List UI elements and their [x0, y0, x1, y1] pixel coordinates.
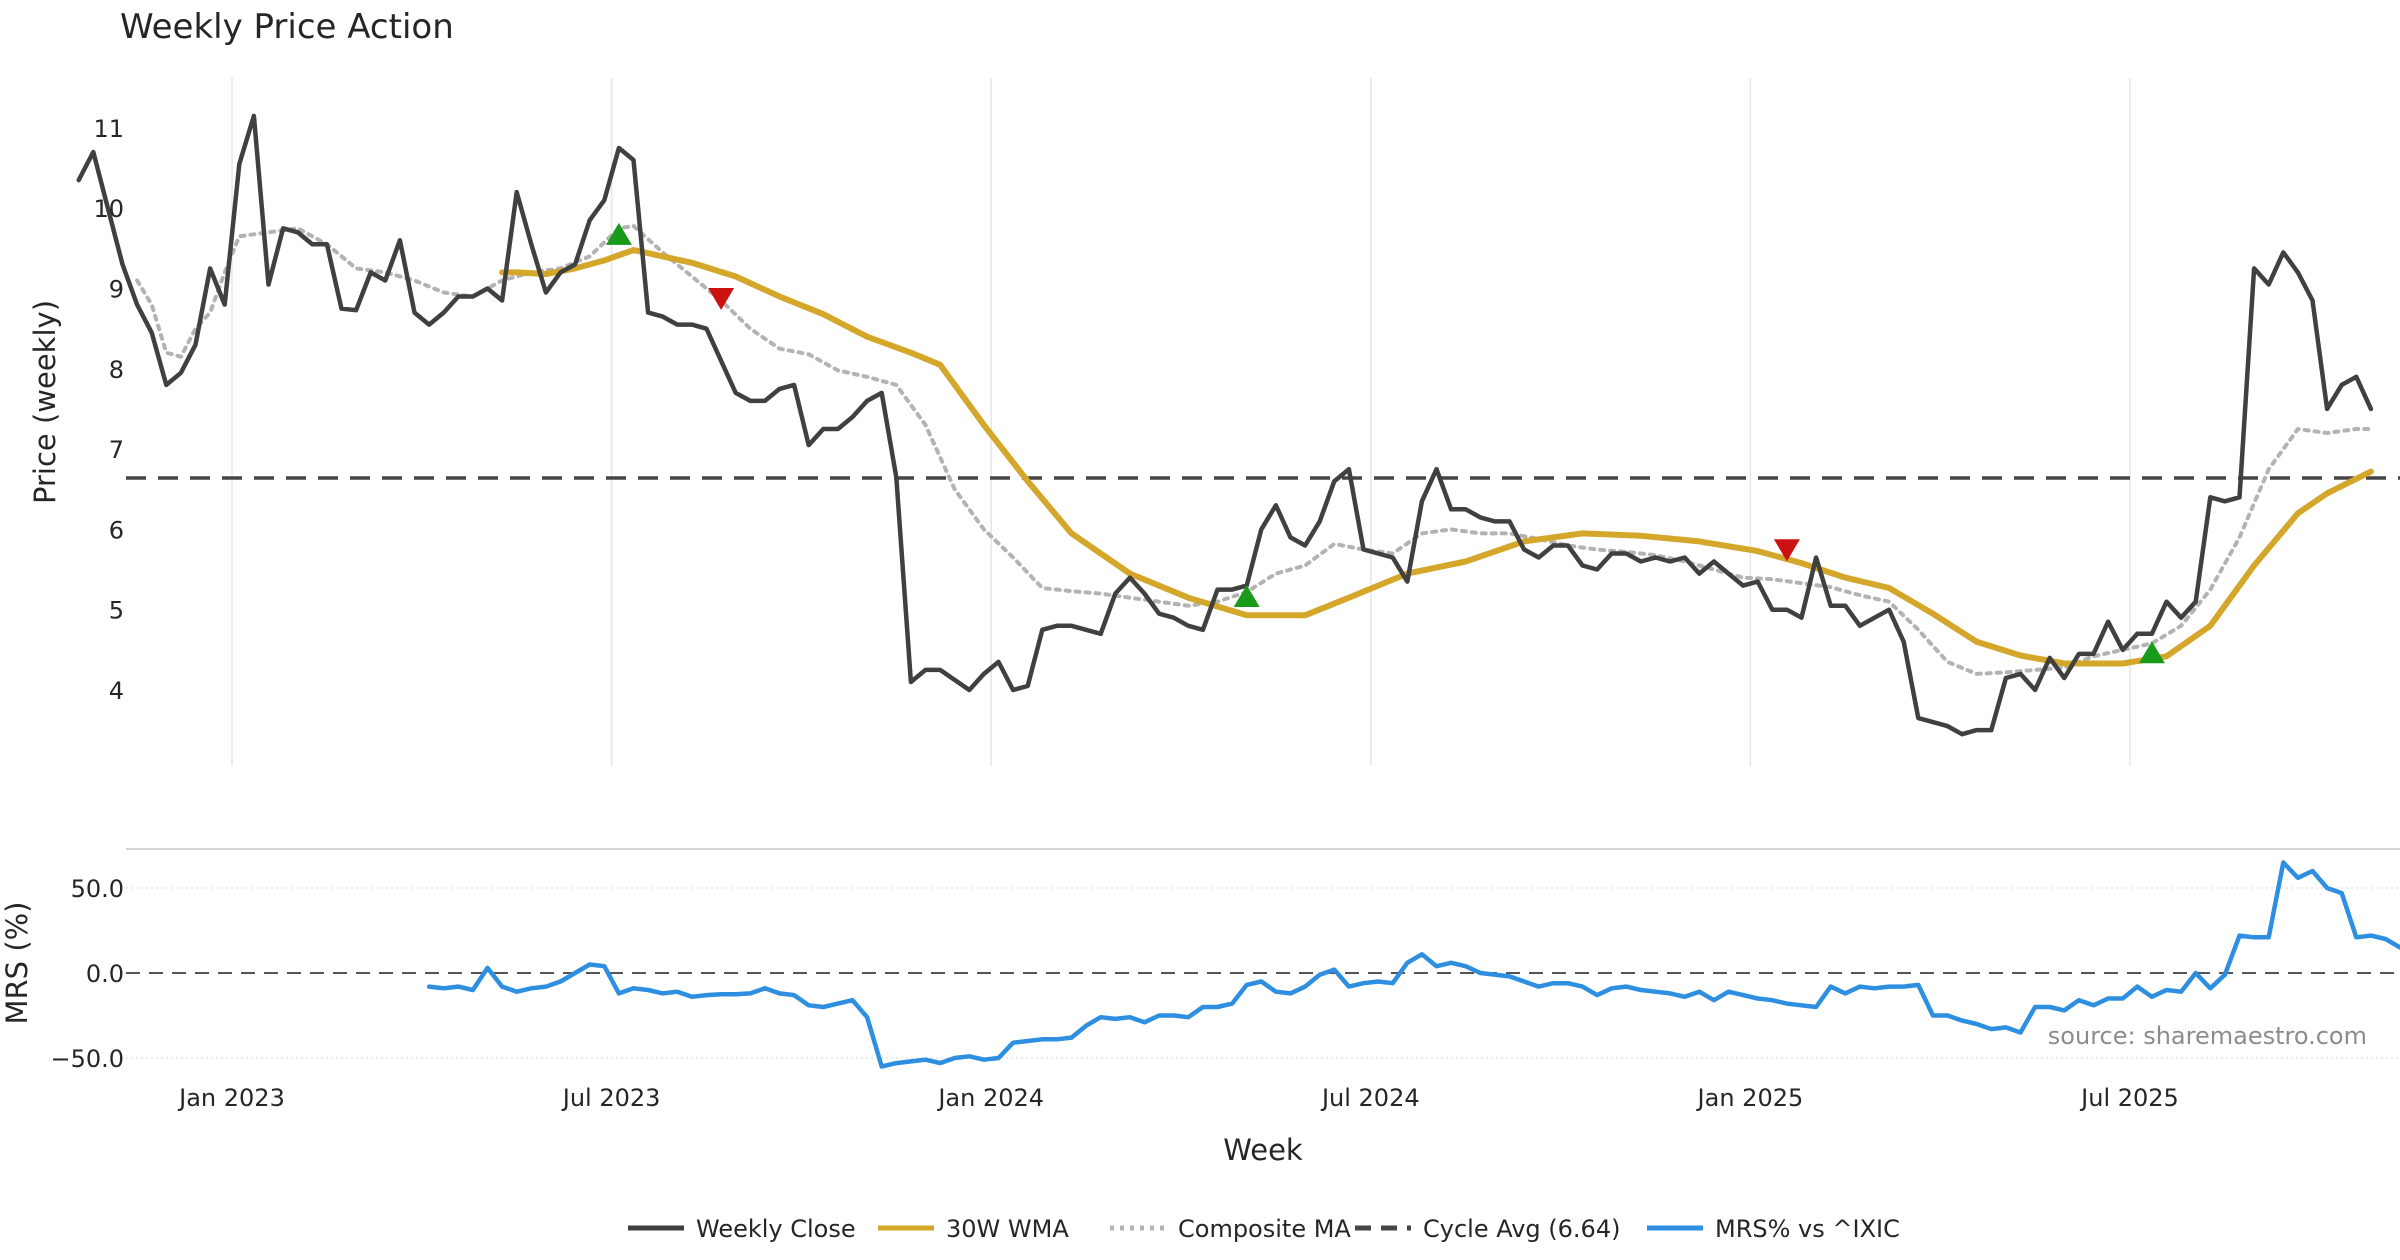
legend-label: Cycle Avg (6.64): [1423, 1215, 1620, 1243]
price-y-tick: 7: [109, 436, 124, 464]
x-tick: Jan 2024: [936, 1084, 1044, 1112]
price-y-tick: 4: [109, 677, 124, 705]
legend-label: 30W WMA: [946, 1215, 1069, 1243]
legend-label: Weekly Close: [696, 1215, 856, 1243]
mrs-y-tick: 0.0: [86, 960, 124, 988]
price-y-tick: 5: [109, 597, 124, 625]
x-tick: Jul 2025: [2079, 1084, 2179, 1112]
weekly-close-line: [76, 113, 2374, 737]
x-tick: Jan 2025: [1696, 1084, 1804, 1112]
price-y-tick: 6: [109, 516, 124, 544]
buy-signal-marker: [605, 222, 632, 245]
price-y-tick: 10: [93, 195, 124, 223]
grid-layer: [126, 78, 2400, 1059]
legend-label: Composite MA: [1178, 1215, 1351, 1243]
y-axis-title-mrs: MRS (%): [0, 902, 34, 1025]
sell-signal-marker: [708, 287, 735, 310]
axis-layer: 4 5 6 7 8 9 10 11 50.0 0.0 −50.0 Jan 2023 Jul 2023 Ja…: [50, 115, 2178, 1112]
legend-label: MRS% vs ^IXIC: [1715, 1215, 1900, 1243]
mrs-y-tick: −50.0: [50, 1045, 124, 1073]
sell-signal-marker: [1773, 539, 1800, 562]
price-y-tick: 8: [109, 356, 124, 384]
series-layer: [76, 113, 2400, 1069]
price-y-tick: 9: [109, 276, 124, 304]
x-tick: Jan 2023: [177, 1084, 285, 1112]
x-tick: Jul 2023: [561, 1084, 661, 1112]
buy-signal-marker: [2138, 641, 2165, 664]
x-tick: Jul 2024: [1320, 1084, 1420, 1112]
legend: Weekly Close 30W WMA Composite MA Cycle Avg…: [628, 1215, 1900, 1243]
x-axis-title: Week: [1223, 1133, 1303, 1167]
signal-markers: [605, 222, 2165, 664]
source-credit: source: sharemaestro.com: [2048, 1022, 2367, 1050]
y-axis-title-price: Price (weekly): [28, 300, 62, 504]
buy-signal-marker: [1233, 585, 1260, 608]
mrs-y-tick: 50.0: [71, 875, 124, 903]
mrs-vs-ixic-line: [426, 860, 2400, 1069]
30w-wma-line: [499, 247, 2374, 667]
chart-title: Weekly Price Action: [120, 7, 454, 47]
reference-lines: [126, 476, 2400, 974]
price-y-tick: 11: [93, 115, 124, 143]
